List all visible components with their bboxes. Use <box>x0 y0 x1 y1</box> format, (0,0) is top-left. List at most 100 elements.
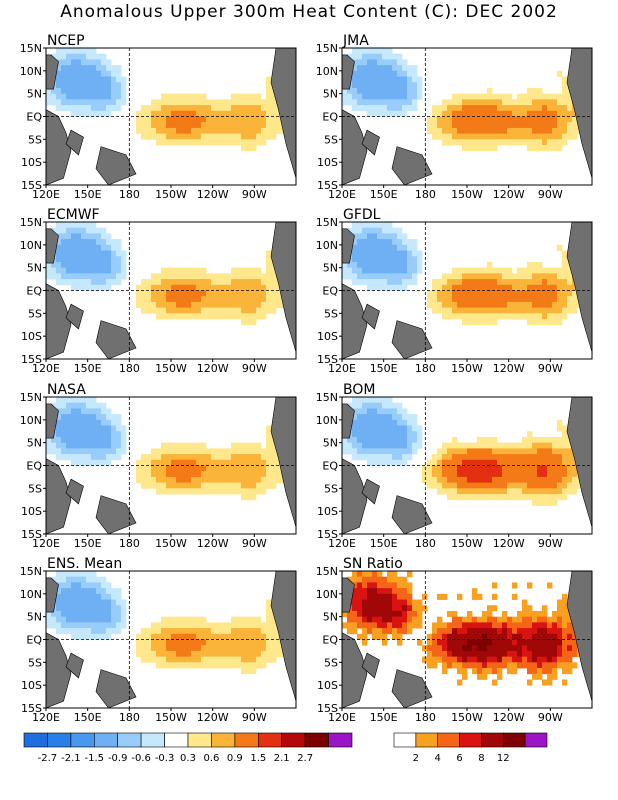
heatmap-cell <box>86 227 92 234</box>
heatmap-cell <box>171 476 177 484</box>
heatmap-cell <box>116 256 122 263</box>
heatmap-cell <box>91 414 97 421</box>
heatmap-cell <box>251 99 257 106</box>
heatmap-cell <box>422 465 428 472</box>
heatmap-cell <box>121 76 127 83</box>
heatmap-cell <box>527 313 533 320</box>
heatmap-cell <box>542 616 548 623</box>
heatmap-cell <box>462 319 468 326</box>
heatmap-cell <box>427 290 433 297</box>
heatmap-cell <box>56 65 62 72</box>
heatmap-cell <box>472 145 478 152</box>
heatmap-cell <box>226 290 232 297</box>
heatmap-cell <box>522 99 528 106</box>
heatmap-cell <box>532 673 538 680</box>
heatmap-cell <box>241 656 247 663</box>
heatmap-cell <box>402 431 408 438</box>
heatmap-cell <box>482 296 488 303</box>
heatmap-cell <box>562 122 568 129</box>
heatmap-cell <box>447 99 453 106</box>
heatmap-cell <box>407 431 413 438</box>
heatmap-cell <box>141 279 147 286</box>
heatmap-cell <box>557 471 563 478</box>
heatmap-cell <box>146 110 152 117</box>
heatmap-cell <box>517 122 523 129</box>
heatmap-cell <box>422 656 428 663</box>
heatmap-cell <box>457 93 463 100</box>
heatmap-cell <box>347 227 353 234</box>
heatmap-cell <box>81 599 87 606</box>
heatmap-cell <box>146 296 152 303</box>
heatmap-cell <box>467 662 473 669</box>
heatmap-cell <box>176 633 182 640</box>
heatmap-cell <box>362 105 368 112</box>
heatmap-cell <box>482 656 488 663</box>
heatmap-cell <box>377 244 383 251</box>
heatmap-cell <box>502 133 508 140</box>
heatmap-cell <box>66 397 72 404</box>
heatmap-cell <box>261 628 267 635</box>
heatmap-cell <box>512 110 518 117</box>
heatmap-cell <box>56 87 62 95</box>
heatmap-cell <box>176 448 182 455</box>
land-mask <box>341 396 593 535</box>
heatmap-cell <box>407 256 413 263</box>
heatmap-cell <box>186 110 192 117</box>
heatmap-cell <box>266 442 272 449</box>
land-mask <box>45 396 297 535</box>
heatmap-cell <box>367 610 373 618</box>
heatmap-cell <box>176 301 182 309</box>
heatmap-cell <box>156 448 162 455</box>
heatmap-cell <box>166 301 172 309</box>
heatmap-cell <box>442 593 448 600</box>
heatmap-cell <box>537 448 543 455</box>
heatmap-cell <box>266 290 272 297</box>
heatmap-cell <box>256 267 262 274</box>
heatmap-cell <box>121 622 127 629</box>
heatmap-cell <box>452 122 458 129</box>
heatmap-cell <box>537 122 543 129</box>
heatmap-cell <box>231 628 237 635</box>
heatmap-cell <box>527 110 533 117</box>
heatmap-cell <box>467 448 473 455</box>
heatmap-cell <box>176 645 182 652</box>
heatmap-cell <box>196 628 202 635</box>
heatmap-cell <box>477 93 483 100</box>
heatmap-cell <box>76 273 82 280</box>
heatmap-cell <box>121 82 127 89</box>
x-tick-label: 150W <box>451 188 483 201</box>
heatmap-cell <box>522 448 528 455</box>
heatmap-cell <box>166 616 172 623</box>
y-tick-label: 15N <box>20 565 42 578</box>
heatmap-cell <box>206 662 212 669</box>
heatmap-cell <box>362 408 368 415</box>
panel-sn-ratio: 120E 150E 180 150W 120W 90W15N10N5NEQ5S10S15S… <box>316 556 593 724</box>
y-tick-label: 10N <box>20 588 42 601</box>
heatmap-cell <box>442 448 448 455</box>
heatmap-cell <box>372 571 378 578</box>
heatmap-cell <box>246 442 252 449</box>
heatmap-cell <box>186 488 192 495</box>
heatmap-cell <box>537 650 543 658</box>
heatmap-cell <box>141 645 147 652</box>
heatmap-cell <box>397 622 403 629</box>
heatmap-cell <box>552 454 558 461</box>
heatmap-cell <box>261 645 267 652</box>
heatmap-cell <box>502 628 508 635</box>
heatmap-cell <box>367 448 373 455</box>
heatmap-cell <box>71 576 77 583</box>
heatmap-cell <box>362 397 368 404</box>
heatmap-cell <box>141 471 147 478</box>
heatmap-cell <box>196 656 202 663</box>
heatmap-cell <box>462 122 468 129</box>
heatmap-cell <box>497 656 503 663</box>
heatmap-cell <box>467 494 473 501</box>
heatmap-cell <box>552 307 558 314</box>
heatmap-cell <box>261 279 267 286</box>
heatmap-cell <box>397 588 403 595</box>
heatmap-cell <box>377 250 383 257</box>
heatmap-cell <box>512 645 518 652</box>
heatmap-cell <box>206 471 212 478</box>
heatmap-cell <box>261 122 267 129</box>
heatmap-cell <box>191 273 197 280</box>
